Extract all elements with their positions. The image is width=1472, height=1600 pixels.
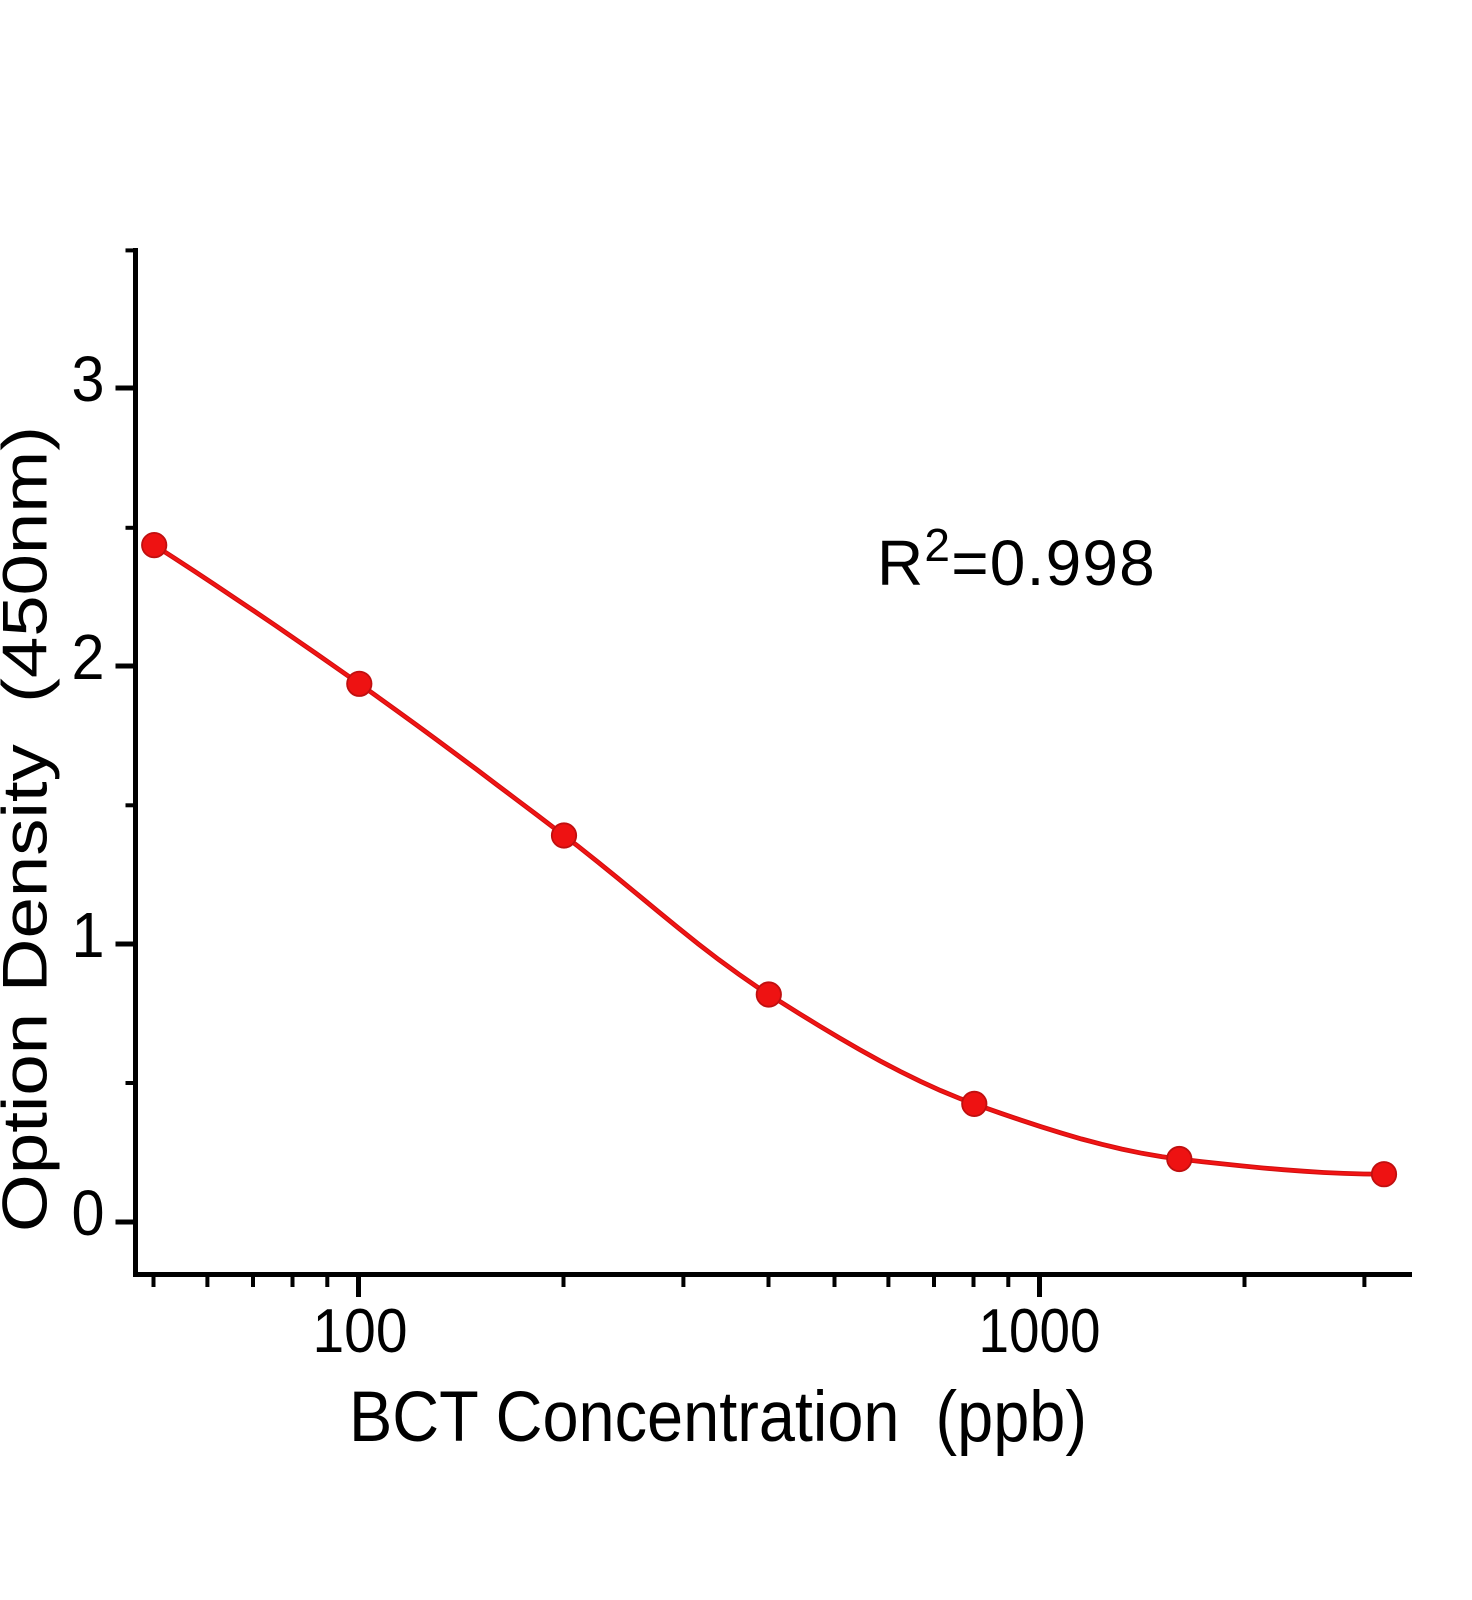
svg-text:3: 3 [72, 343, 105, 415]
svg-text:1: 1 [72, 899, 105, 971]
svg-text:1000: 1000 [979, 1297, 1101, 1366]
svg-text:100: 100 [313, 1297, 408, 1366]
svg-text:2: 2 [72, 621, 105, 693]
svg-text:0: 0 [72, 1177, 105, 1249]
svg-text:R2=0.998: R2=0.998 [877, 519, 1156, 599]
svg-text:Option Density (450nm): Option Density (450nm) [0, 426, 61, 1232]
svg-text:BCT Concentration (ppb): BCT Concentration (ppb) [349, 1378, 1087, 1457]
